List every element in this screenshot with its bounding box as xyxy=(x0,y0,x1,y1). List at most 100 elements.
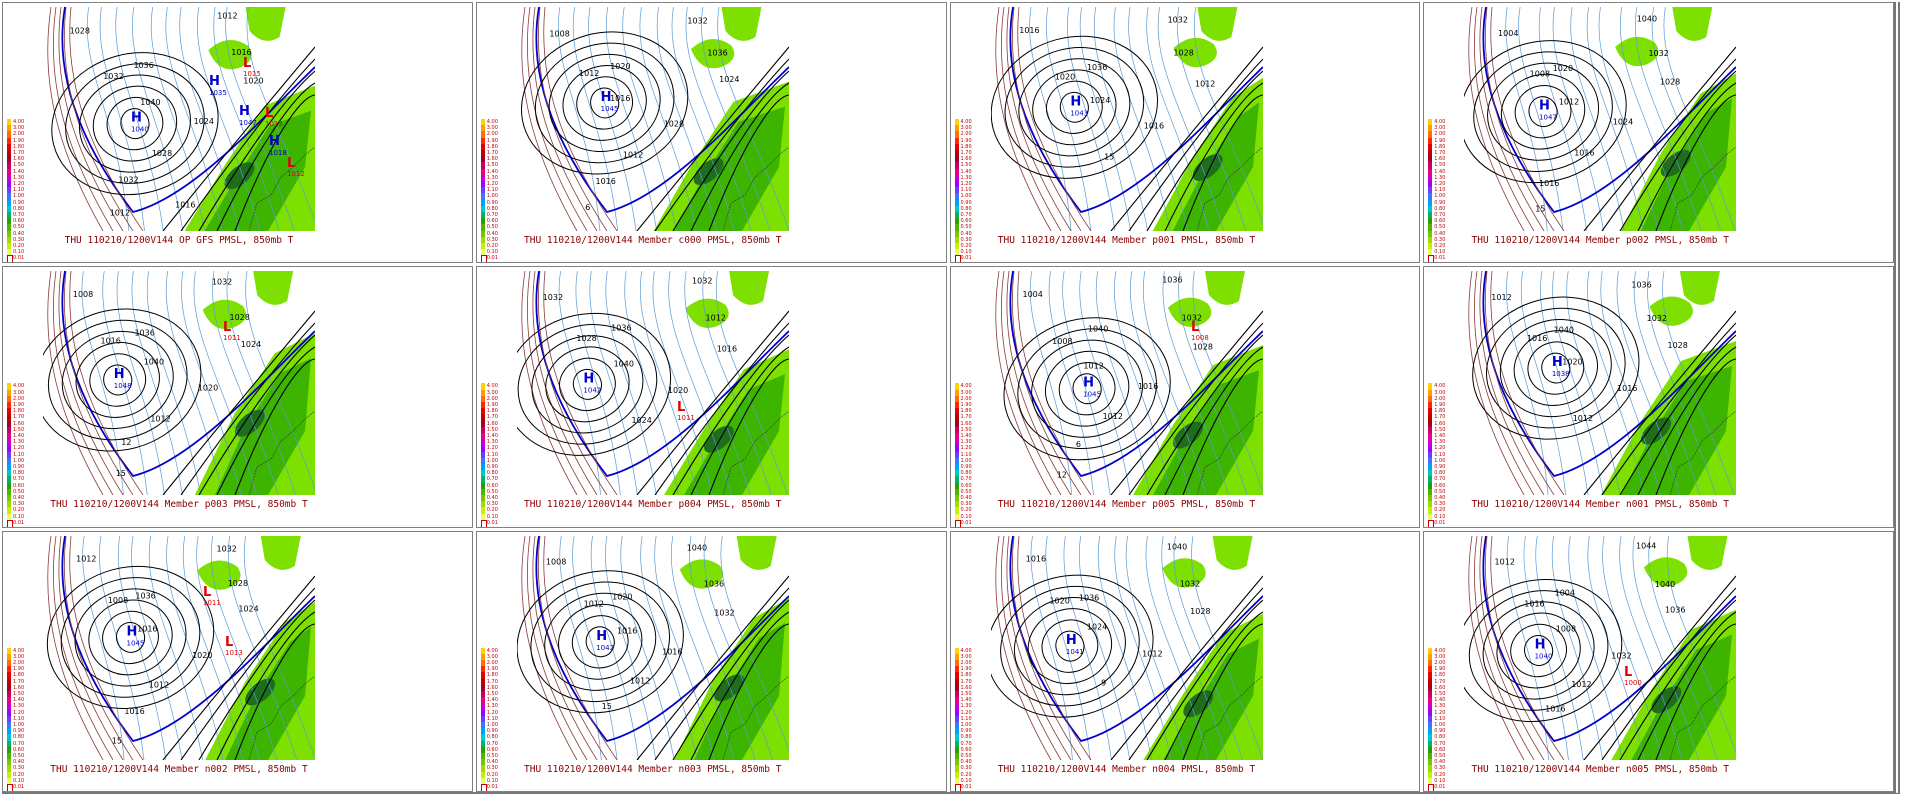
legend-swatch xyxy=(480,383,485,391)
precip-legend: 4.00 3.00 2.00 1.90 1.80 1.70 1.60 1.50 1.40 1.30… xyxy=(7,647,37,791)
precip-shading xyxy=(673,535,789,760)
precip-legend: 4.00 3.00 2.00 1.90 1.80 1.70 1.60 1.50 1.40 1.30… xyxy=(7,383,37,527)
low-symbol: L xyxy=(677,400,685,415)
legend-label: 3.00 xyxy=(960,389,972,396)
legend-label: 4.00 xyxy=(13,383,25,390)
legend-label: 1.60 xyxy=(1434,156,1446,163)
low-symbol: L xyxy=(223,320,231,335)
precip-legend: 4.00 3.00 2.00 1.90 1.80 1.70 1.60 1.50 1.40 1.30… xyxy=(480,383,511,527)
high-symbol: H xyxy=(1083,376,1094,391)
legend-swatch xyxy=(7,125,11,133)
legend-label: 1.60 xyxy=(960,420,972,427)
legend-label: 1.30 xyxy=(960,174,972,181)
legend-label: 1.20 xyxy=(960,709,972,716)
isobar-label: 1032 xyxy=(103,72,123,81)
legend-swatch xyxy=(480,218,485,226)
legend-swatch xyxy=(954,150,959,157)
legend-swatch xyxy=(1428,174,1433,182)
legend-label: 1.20 xyxy=(1434,181,1446,187)
legend-label: 1.40 xyxy=(1434,168,1446,175)
isobar-label: 1024 xyxy=(238,604,258,613)
legend-label: 1.50 xyxy=(13,426,25,433)
legend-swatch xyxy=(480,476,485,484)
legend-label: 0.20 xyxy=(1434,507,1446,514)
legend-swatch xyxy=(1428,168,1433,176)
legend-swatch xyxy=(954,777,959,785)
legend-swatch xyxy=(480,463,485,471)
legend-label: 2.00 xyxy=(1434,131,1446,138)
legend-label: 1.90 xyxy=(960,401,972,408)
legend-label: 0.80 xyxy=(13,470,25,477)
legend-label: 1.20 xyxy=(486,445,498,452)
isobar-label: 1012 xyxy=(1492,293,1512,302)
isobar-label: 1044 xyxy=(1636,541,1656,550)
legend-label: 2.00 xyxy=(960,395,972,402)
legend-label: 1.90 xyxy=(486,401,498,408)
legend-swatch xyxy=(480,709,485,717)
legend-swatch xyxy=(954,482,959,490)
legend-swatch xyxy=(7,678,11,686)
legend-swatch xyxy=(7,501,11,509)
legend-label: 1.70 xyxy=(1434,150,1446,156)
legend-label: 0.60 xyxy=(13,218,25,225)
legend-label: 0.80 xyxy=(486,205,498,212)
legend-swatch xyxy=(480,212,485,219)
legend-swatch xyxy=(480,224,485,232)
legend-label: 1.80 xyxy=(486,672,498,679)
isotherms xyxy=(521,535,789,760)
legend-label: 1.80 xyxy=(1434,143,1446,150)
legend-label: 0.40 xyxy=(13,494,25,501)
legend-label: 0.10 xyxy=(1434,513,1446,520)
legend-swatch xyxy=(1428,753,1433,761)
pmsl-850mb-map: 1028 1032 1040 1036 1012 1016 1020 1024 1028 1032… xyxy=(47,7,315,231)
legend-swatch xyxy=(7,420,11,428)
isobar-label: 1028 xyxy=(1192,343,1212,352)
legend-swatch xyxy=(1428,439,1433,447)
legend-label: 1.60 xyxy=(960,156,972,163)
isobar-label: 1028 xyxy=(1660,78,1680,87)
legend-swatch xyxy=(1428,401,1433,409)
isobar-label: 1012 xyxy=(1083,362,1103,371)
legend-swatch xyxy=(7,728,11,736)
legend-swatch xyxy=(7,647,11,655)
legend-label: 2.00 xyxy=(13,131,25,138)
legend-label: 1.80 xyxy=(13,672,25,679)
isobar-label: 1040 xyxy=(686,543,706,552)
isotherms xyxy=(521,7,789,231)
legend-swatch xyxy=(1428,181,1433,188)
legend-swatch xyxy=(7,703,11,711)
legend-swatch xyxy=(1428,728,1433,736)
low-value: 1012 xyxy=(287,170,305,178)
legend-swatch xyxy=(480,451,485,459)
legend-label: 0.60 xyxy=(1434,746,1446,753)
legend-swatch xyxy=(1428,519,1435,527)
isobar-label: 1016 xyxy=(1617,384,1637,393)
legend-swatch xyxy=(7,230,11,238)
legend-swatch xyxy=(480,691,485,699)
legend-label: 0.20 xyxy=(960,771,972,778)
legend-label: 3.00 xyxy=(486,389,498,396)
isobar-label: 6 xyxy=(585,203,590,212)
legend-label: 0.10 xyxy=(960,513,972,520)
legend-swatch xyxy=(1428,389,1433,397)
legend-swatch xyxy=(1428,224,1433,232)
legend-label: 1.10 xyxy=(486,187,498,194)
legend-label: 0.01 xyxy=(960,519,972,526)
legend-label: 1.50 xyxy=(1434,691,1446,698)
legend-swatch xyxy=(7,470,11,478)
isobar-label: 1020 xyxy=(612,592,632,601)
legend-label: 0.50 xyxy=(960,224,972,231)
legend-swatch xyxy=(1428,414,1433,422)
legend-swatch xyxy=(954,746,959,754)
legend-swatch xyxy=(7,653,11,661)
legend-swatch xyxy=(1428,501,1433,509)
legend-swatch xyxy=(7,765,11,773)
legend-swatch xyxy=(7,482,11,490)
legend-label: 0.70 xyxy=(486,212,498,218)
legend-swatch xyxy=(1428,218,1433,226)
legend-swatch xyxy=(7,660,11,668)
legend-label: 1.90 xyxy=(486,666,498,673)
legend-swatch xyxy=(7,426,11,434)
legend-swatch xyxy=(7,432,11,440)
legend-swatch xyxy=(954,199,959,207)
